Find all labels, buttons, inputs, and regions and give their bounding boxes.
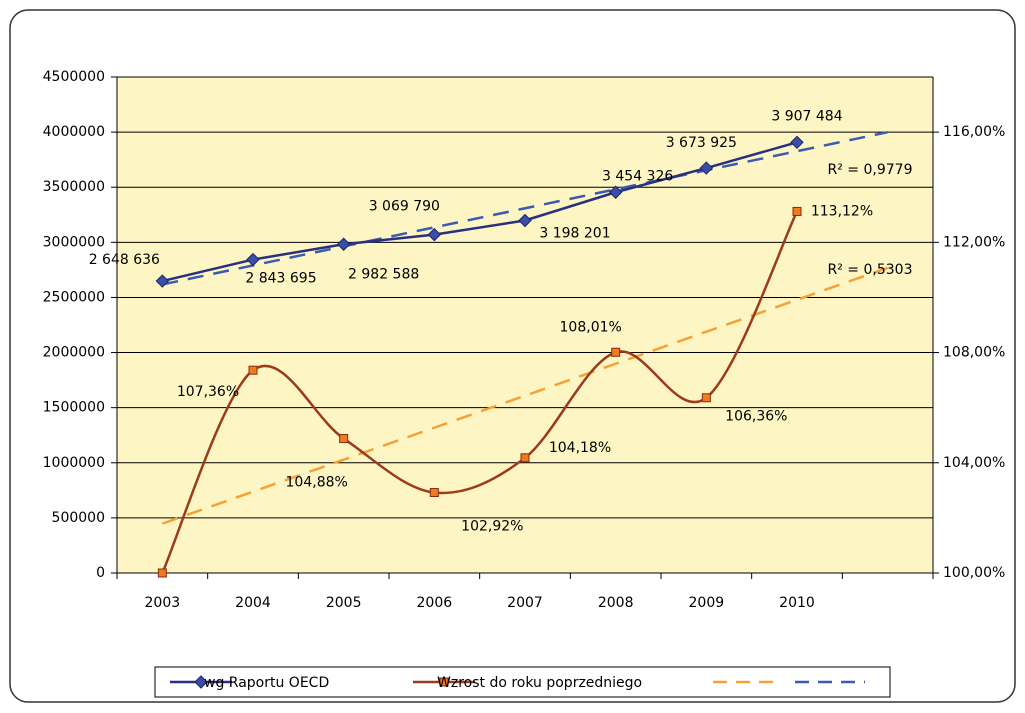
data-label: 108,01%: [560, 319, 622, 335]
marker: [701, 393, 711, 403]
marker: [246, 252, 260, 267]
y2-tick-label: 104,00%: [943, 455, 1005, 471]
marker: [339, 434, 349, 444]
data-label: 106,36%: [725, 409, 787, 425]
marker: [155, 274, 170, 288]
r2-label: R² = 0,5303: [828, 262, 913, 278]
plot-area: [117, 77, 933, 573]
data-label: 113,12%: [811, 203, 873, 219]
data-label: 3 454 326: [602, 168, 673, 184]
x-tick-label: 2003: [145, 595, 181, 611]
legend-marker: [439, 677, 449, 687]
y-tick-label: 0: [96, 565, 105, 581]
y-tick-label: 2500000: [43, 289, 105, 305]
x-tick-label: 2010: [779, 595, 815, 611]
x-tick-label: 2004: [235, 595, 271, 611]
data-label: 104,88%: [286, 475, 348, 491]
marker: [790, 135, 804, 150]
legend-label: Wzrost do roku poprzedniego: [437, 675, 642, 691]
data-label: 102,92%: [461, 519, 523, 535]
data-label: 104,18%: [549, 440, 611, 456]
data-label: 3 198 201: [539, 225, 610, 241]
y-tick-label: 1500000: [43, 400, 105, 416]
y-tick-label: 4500000: [43, 69, 105, 85]
y-tick-label: 500000: [52, 510, 105, 526]
marker: [157, 568, 167, 578]
data-label: 2 843 695: [245, 271, 316, 287]
y-tick-label: 3500000: [43, 179, 105, 195]
r2-label: R² = 0,9779: [828, 162, 913, 178]
marker: [248, 365, 258, 375]
marker: [611, 347, 621, 357]
data-label: 3 673 925: [666, 135, 737, 151]
x-tick-label: 2006: [417, 595, 453, 611]
x-tick-label: 2008: [598, 595, 634, 611]
marker: [608, 185, 623, 199]
series-line: [162, 141, 798, 283]
legend-marker: [194, 675, 208, 689]
data-label: 3 907 484: [771, 108, 842, 124]
data-label: 107,36%: [177, 384, 239, 400]
marker: [699, 161, 714, 175]
y-tick-label: 4000000: [43, 124, 105, 140]
marker: [429, 488, 439, 498]
legend: wg Raportu OECD Wzrost do roku poprzednie…: [154, 666, 891, 698]
marker: [427, 227, 442, 242]
data-label: 2 982 588: [348, 266, 419, 282]
y-tick-label: 1000000: [43, 455, 105, 471]
y-tick-label: 2000000: [43, 345, 105, 361]
trendline: [162, 130, 888, 286]
marker: [520, 453, 530, 463]
y2-tick-label: 100,00%: [943, 565, 1005, 581]
y2-tick-label: 116,00%: [943, 124, 1005, 140]
x-tick-label: 2009: [689, 595, 725, 611]
y2-tick-label: 108,00%: [943, 345, 1005, 361]
y-tick-label: 3000000: [43, 234, 105, 250]
marker: [792, 206, 802, 216]
y2-tick-label: 112,00%: [943, 234, 1005, 250]
data-label: 2 648 636: [89, 252, 160, 268]
x-tick-label: 2007: [507, 595, 543, 611]
data-label: 3 069 790: [369, 199, 440, 215]
marker: [336, 237, 351, 251]
x-tick-label: 2005: [326, 595, 362, 611]
legend-label: wg Raportu OECD: [204, 675, 329, 691]
marker: [518, 213, 532, 228]
